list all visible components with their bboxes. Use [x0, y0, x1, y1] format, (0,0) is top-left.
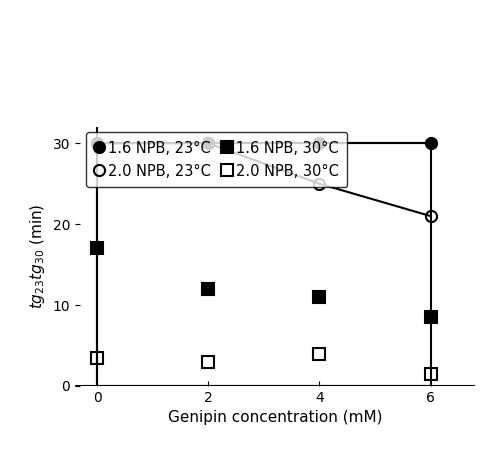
Y-axis label: $tg_{23}tg_{30}$ (min): $tg_{23}tg_{30}$ (min)	[28, 204, 47, 309]
Legend: 1.6 NPB, 23°C, 2.0 NPB, 23°C, 1.6 NPB, 30°C, 2.0 NPB, 30°C: 1.6 NPB, 23°C, 2.0 NPB, 23°C, 1.6 NPB, 3…	[86, 132, 348, 188]
X-axis label: Genipin concentration (mM): Genipin concentration (mM)	[168, 410, 382, 425]
